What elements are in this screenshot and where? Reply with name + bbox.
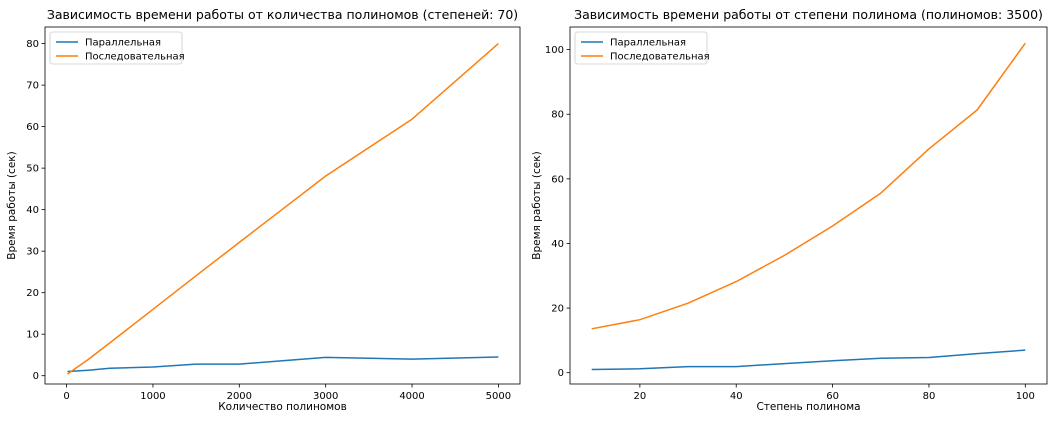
x-tick-label: 40 — [730, 391, 743, 402]
x-tick-label: 80 — [923, 391, 936, 402]
series-line-2 — [591, 42, 1026, 330]
y-tick-label: 50 — [26, 164, 39, 175]
y-axis-label: Время работы (сек) — [531, 151, 543, 259]
legend-label: Последовательная — [85, 52, 185, 63]
y-tick-label: 0 — [33, 371, 39, 382]
x-tick-label: 4000 — [399, 391, 424, 402]
x-tick-label: 20 — [633, 391, 646, 402]
plot-area — [44, 26, 521, 385]
x-axis-label: Степень полинома — [756, 401, 860, 413]
x-tick-label: 0 — [63, 391, 69, 402]
y-tick-label: 40 — [551, 239, 564, 250]
x-tick-label: 2000 — [227, 391, 252, 402]
plot-area — [569, 26, 1048, 385]
chart-2: 20 40 60 80 100 0 20 40 60 80 100 Зависимость време… — [531, 7, 1048, 413]
x-tick-label: 60 — [826, 391, 839, 402]
legend-label: Последовательная — [610, 52, 710, 63]
chart-1: 0 1000 2000 3000 4000 5000 0 10 20 30 40 50 60 70 80 За… — [6, 7, 521, 413]
x-tick-label: 1000 — [140, 391, 165, 402]
y-tick-label: 60 — [551, 174, 564, 185]
legend-box — [49, 31, 183, 65]
series-line-2 — [67, 43, 499, 375]
y-tick-label: 20 — [26, 288, 39, 299]
legend-label: Параллельная — [610, 38, 686, 49]
legend: Параллельная Последовательная — [49, 31, 185, 65]
y-tick-label: 80 — [26, 39, 39, 50]
y-tick-label: 40 — [26, 205, 39, 216]
y-tick-label: 0 — [558, 368, 564, 379]
y-tick-label: 20 — [551, 304, 564, 315]
x-tick-label: 3000 — [313, 391, 338, 402]
legend: Параллельная Последовательная — [574, 31, 710, 65]
chart-title: Зависимость времени работы от количества… — [47, 7, 518, 22]
y-tick-label: 30 — [26, 247, 39, 258]
y-tick-label: 70 — [26, 81, 39, 92]
y-axis-label: Время работы (сек) — [6, 151, 18, 259]
chart-title: Зависимость времени работы от степени по… — [574, 7, 1043, 22]
legend-label: Параллельная — [85, 38, 161, 49]
series-line-1 — [591, 349, 1026, 371]
legend-box — [574, 31, 708, 65]
y-tick-label: 100 — [545, 45, 564, 56]
series-line-1 — [67, 356, 499, 373]
y-tick-label: 60 — [26, 122, 39, 133]
x-tick-label: 5000 — [486, 391, 511, 402]
y-tick-label: 80 — [551, 110, 564, 121]
x-axis-label: Количество полиномов — [218, 401, 347, 413]
x-tick-label: 100 — [1016, 391, 1035, 402]
y-tick-label: 10 — [26, 330, 39, 341]
